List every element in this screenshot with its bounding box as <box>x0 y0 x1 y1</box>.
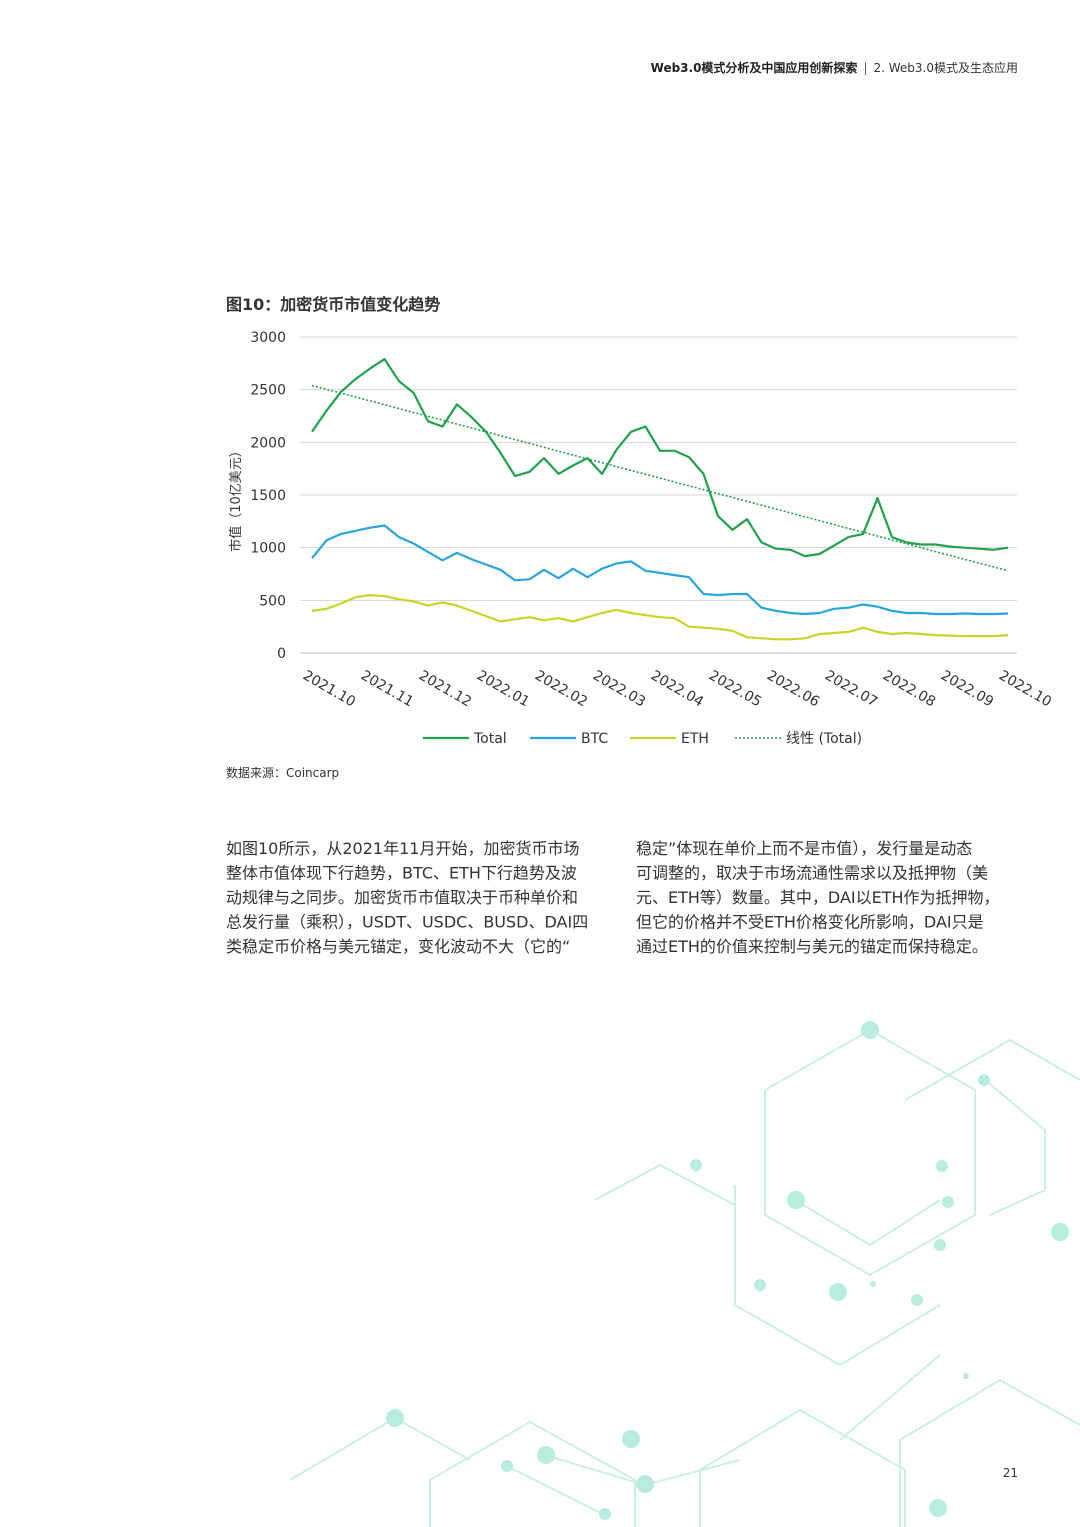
y-tick-label: 1000 <box>250 541 286 557</box>
node <box>829 1283 847 1301</box>
node <box>1051 1223 1069 1241</box>
header-title: Web3.0模式分析及中国应用创新探索 <box>651 60 858 75</box>
series-line <box>311 358 1009 558</box>
header-separator: | <box>863 61 867 75</box>
y-axis-label: 市值（10亿美元） <box>228 444 244 552</box>
y-tick-label: 2500 <box>250 383 286 399</box>
node <box>870 1281 876 1287</box>
legend-label: BTC <box>581 731 608 747</box>
node <box>929 1499 947 1517</box>
y-tick-label: 2000 <box>250 435 286 451</box>
node <box>963 1373 969 1379</box>
body-text-line: 类稳定币价格与美元锚定，变化波动不大（它的“ <box>226 937 570 956</box>
x-tick-label: 2022.02 <box>532 668 590 711</box>
x-tick-label: 2022.06 <box>764 668 822 711</box>
hexagon <box>904 1038 1080 1101</box>
body-text-line: 总发行量（乘积），USDT、USDC、BUSD、DAI四 <box>226 913 588 932</box>
node <box>636 1475 654 1493</box>
series-line <box>311 524 1009 616</box>
running-header: Web3.0模式分析及中国应用创新探索 | 2. Web3.0模式及生态应用 <box>651 60 1018 75</box>
legend-label: Total <box>473 731 507 747</box>
body-text-line: 动规律与之同步。加密货币市值取决于币种单价和 <box>226 888 578 907</box>
chart-title: 图10：加密货币市值变化趋势 <box>226 295 440 314</box>
node <box>934 1239 946 1251</box>
node <box>942 1196 954 1208</box>
node <box>911 1294 923 1306</box>
x-tick-label: 2022.01 <box>474 668 532 711</box>
x-tick-label: 2022.09 <box>938 668 996 711</box>
hexagon <box>734 1185 941 1367</box>
hexagon <box>899 1378 1080 1527</box>
x-tick-label: 2022.07 <box>822 668 880 711</box>
hexagon <box>699 1408 906 1527</box>
hexagon <box>764 1028 976 1277</box>
body-text-line: 可调整的，取决于市场流通性需求以及抵押物（美 <box>636 864 988 883</box>
y-tick-label: 3000 <box>250 330 286 346</box>
legend-label: 线性 (Total) <box>786 731 862 747</box>
body-text-line: 通过ETH的价值来控制与美元的锚定而保持稳定。 <box>636 937 988 956</box>
legend-label: ETH <box>681 731 709 747</box>
connector <box>794 1199 941 1247</box>
node <box>754 1279 766 1291</box>
hexagon <box>594 1163 736 1206</box>
y-tick-label: 500 <box>259 593 286 609</box>
x-tick-label: 2022.04 <box>648 668 706 711</box>
x-tick-label: 2022.03 <box>590 668 648 711</box>
body-text-line: 如图10所示，从2021年11月开始，加密货币市场 <box>226 839 579 858</box>
decoration <box>289 1021 1080 1527</box>
y-tick-label: 1500 <box>250 488 286 504</box>
body-text-line: 整体市值体现下行趋势，BTC、ETH下行趋势及波 <box>226 864 577 883</box>
trend-line <box>311 384 1009 572</box>
node <box>787 1191 805 1209</box>
page-number: 21 <box>1003 1466 1018 1480</box>
connector <box>839 1354 941 1441</box>
node <box>537 1446 555 1464</box>
source-note: 数据来源：Coincarp <box>226 765 339 780</box>
node <box>599 1508 611 1520</box>
hexagon <box>429 1420 636 1527</box>
node <box>501 1460 513 1472</box>
node <box>690 1159 702 1171</box>
node <box>861 1021 879 1039</box>
x-tick-label: 2022.05 <box>706 668 764 711</box>
node <box>978 1074 990 1086</box>
node <box>936 1160 948 1172</box>
header-section: 2. Web3.0模式及生态应用 <box>873 60 1018 75</box>
node <box>622 1430 640 1448</box>
connector <box>504 1464 606 1516</box>
x-tick-label: 2022.10 <box>996 668 1054 711</box>
series-line <box>311 594 1009 641</box>
hexagon <box>289 1416 471 1481</box>
x-tick-label: 2022.08 <box>880 668 938 711</box>
node <box>386 1409 404 1427</box>
x-tick-label: 2021.12 <box>416 668 474 711</box>
x-tick-label: 2021.10 <box>300 668 358 711</box>
body-text-line: 稳定”体现在单价上而不是市值），发行量是动态 <box>636 839 972 858</box>
body-text-line: 元、ETH等）数量。其中，DAI以ETH作为抵押物， <box>636 888 1000 907</box>
body-text-line: 但它的价格并不受ETH价格变化所影响，DAI只是 <box>636 913 984 932</box>
x-tick-label: 2021.11 <box>358 668 416 711</box>
connector <box>984 1079 1046 1216</box>
y-tick-label: 0 <box>277 646 286 662</box>
